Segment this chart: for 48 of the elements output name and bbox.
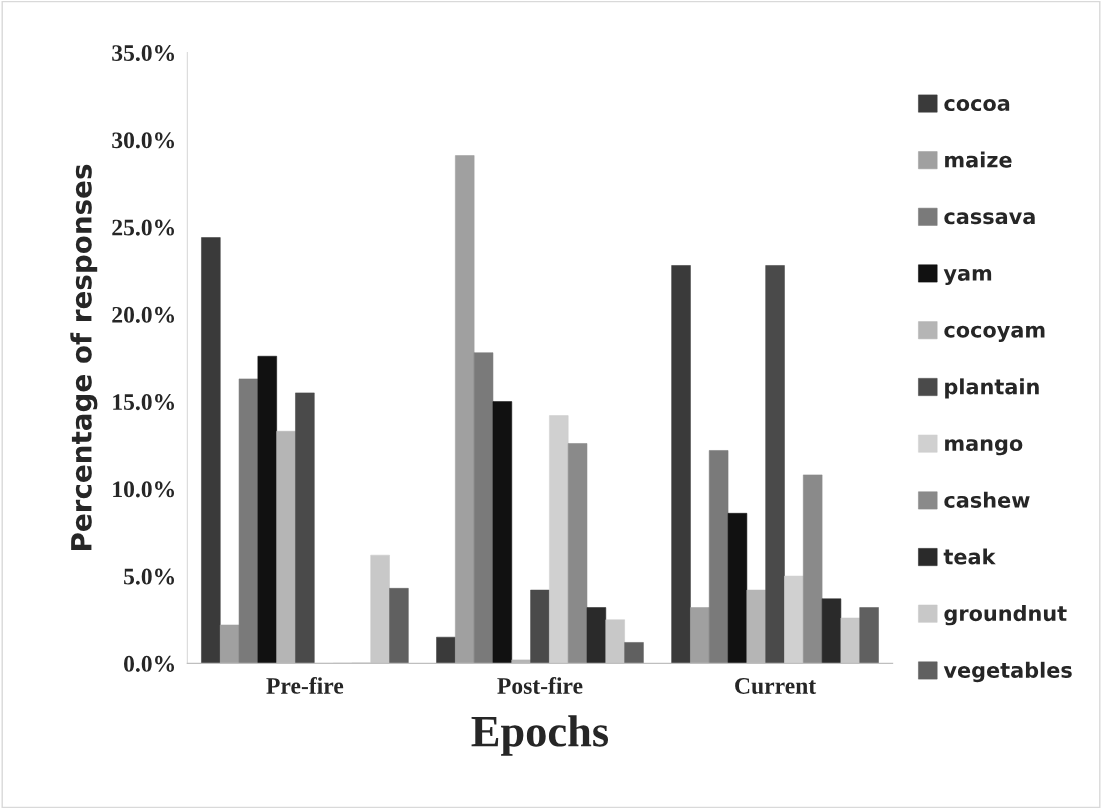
bar — [389, 588, 409, 664]
bar — [859, 607, 879, 664]
bar — [436, 636, 456, 664]
legend-label: cocoa — [944, 99, 1010, 112]
bar — [257, 355, 277, 664]
legend-label: cashew — [944, 491, 1030, 508]
bar — [690, 607, 710, 664]
y-tick-label: 25.0% — [112, 219, 175, 236]
bar — [201, 237, 221, 664]
bar — [530, 589, 550, 664]
bar — [624, 642, 644, 664]
bar — [219, 624, 240, 664]
bar — [586, 607, 607, 664]
y-tick-label: 30.0% — [112, 132, 175, 149]
x-axis-title: Epochs — [471, 715, 609, 756]
legend-label: cassava — [944, 212, 1035, 225]
legend-label: vegetables — [943, 661, 1072, 683]
x-tick-label: Current — [735, 678, 817, 694]
bar — [708, 450, 729, 664]
bar — [727, 513, 748, 664]
y-tick-label: 0.0% — [124, 655, 175, 672]
legend-label: mango — [945, 439, 1023, 456]
bar — [295, 392, 315, 664]
bar — [821, 598, 842, 664]
legend-label: cocoyam — [944, 325, 1045, 342]
x-tick-label: Pre-fire — [266, 677, 344, 694]
legend-label: yam — [943, 268, 992, 286]
bar — [473, 352, 494, 664]
bar — [549, 415, 569, 664]
y-tick-label: 5.0% — [124, 568, 175, 585]
bar — [238, 378, 259, 664]
bar — [492, 401, 513, 664]
y-tick-label: 15.0% — [113, 394, 175, 411]
bar — [455, 155, 475, 664]
legend-label: groundnut — [944, 605, 1067, 626]
legend-label: plantain — [945, 378, 1039, 399]
legend-label: teak — [943, 548, 996, 565]
bar — [567, 443, 588, 664]
y-tick-label: 35.0% — [112, 45, 175, 62]
legend-label: maize — [945, 151, 1012, 168]
y-tick-label: 10.0% — [113, 481, 175, 498]
bar — [765, 265, 785, 664]
y-tick-label: 20.0% — [112, 306, 175, 323]
y-axis-title: Percentage of responses — [70, 164, 98, 550]
bar — [784, 575, 804, 664]
x-tick-label: Post-fire — [497, 677, 583, 694]
bar — [671, 265, 691, 664]
bar — [803, 474, 823, 664]
